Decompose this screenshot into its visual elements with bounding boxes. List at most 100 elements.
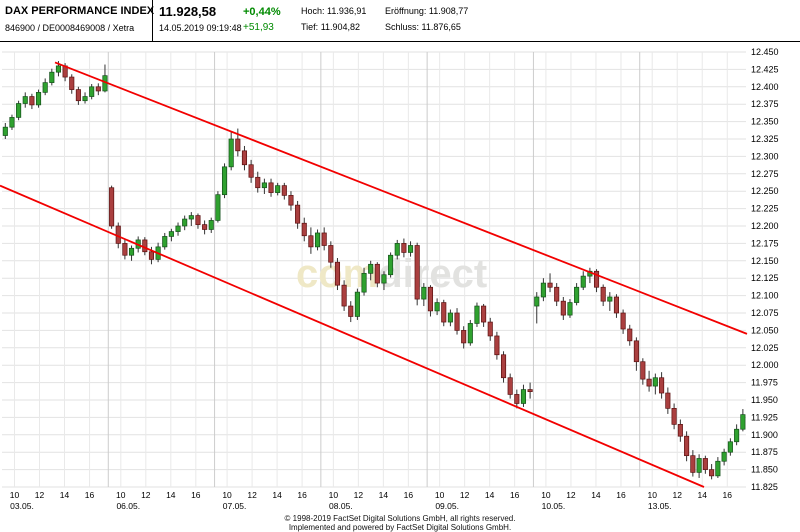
stat-open-value: 11.908,77 [428,6,469,16]
x-axis-time-label: 14 [272,490,282,500]
instrument-name: DAX PERFORMANCE INDEX [5,5,155,17]
candle-down [281,185,287,196]
stat-low-label: Tief: [301,22,319,32]
candle-up [55,65,62,73]
x-axis-date-label: 03.05. [10,501,34,511]
candle-down [690,455,696,473]
stat-high-label: Hoch: [301,6,325,16]
y-axis-label: 12.400 [751,82,779,92]
candle-down [613,296,620,314]
candle-down [268,182,274,193]
candle-down [348,305,354,317]
change-percent: +0,44% [243,6,281,18]
candle-down [620,312,626,330]
y-axis-label: 12.075 [751,308,779,318]
candle-up [361,272,367,293]
x-axis-time-label: 14 [60,490,70,500]
candle-up [35,92,42,106]
x-axis-time-label: 12 [35,490,45,500]
candle-down [248,164,254,178]
candle-up [721,451,727,462]
y-axis-label: 12.050 [751,325,779,335]
candle-down [593,270,600,288]
candle-up [188,215,194,220]
x-axis-date-label: 08.05. [329,501,353,511]
y-axis-label: 11.825 [751,482,778,492]
stat-open-label: Eröffnung: [385,6,427,16]
x-axis-time-label: 10 [329,490,339,500]
candle-down [633,340,639,363]
candle-up [734,428,740,443]
candle-down [414,245,420,300]
candle-up [215,194,221,221]
y-axis-label: 12.150 [751,256,779,266]
candle-up [42,82,48,93]
candle-up [175,225,181,232]
x-axis-time-label: 10 [10,490,20,500]
candlestick-chart: 12.450 12.425 12.400 12.375 12.350 12.325 12.3… [0,47,779,511]
y-axis-label: 11.950 [751,395,778,405]
candle-up [182,218,188,227]
y-axis-label: 12.200 [751,221,779,231]
y-axis-label: 12.350 [751,117,779,127]
candle-down [487,321,493,337]
candle-up [381,274,387,284]
candle-down [374,263,380,284]
candle-up [208,220,214,230]
candle-down [665,392,671,409]
candle-down [195,215,201,225]
y-axis-label: 11.850 [751,465,778,475]
trend-channel-line [54,61,748,335]
candle-down [295,204,301,224]
y-axis-label: 12.225 [751,204,779,214]
candle-up [16,103,22,118]
candle-down [202,224,208,230]
candle-up [228,138,234,168]
y-axis-label: 12.250 [751,186,779,196]
stat-low: Tief: 11.904,82 [301,22,360,32]
candle-up [261,182,267,189]
x-axis-time-label: 12 [460,490,470,500]
y-axis-label: 12.100 [751,291,779,301]
candle-down [427,286,434,312]
candle-up [394,243,400,256]
candle-down [527,389,533,392]
x-axis-time-label: 16 [723,490,733,500]
candle-down [671,408,677,425]
y-axis-label: 12.175 [751,238,779,248]
candle-down [702,458,708,470]
x-axis-time-label: 12 [247,490,257,500]
stat-close-value: 11.876,65 [421,22,461,32]
stat-high-value: 11.936,91 [327,6,367,16]
y-axis-label: 12.275 [751,169,779,179]
y-axis-label: 11.925 [751,412,778,422]
candle-up [715,460,721,477]
candle-up [82,96,88,102]
change-absolute: +51,93 [243,22,274,33]
last-price: 11.928,58 [159,4,217,19]
candle-down [547,282,553,288]
candle-up [49,71,55,83]
trend-channel-line [0,184,705,488]
candle-down [142,239,148,253]
y-axis-label: 12.000 [751,360,779,370]
candle-up [696,458,702,473]
x-axis-time-label: 14 [379,490,389,500]
candle-up [580,275,586,288]
x-axis-time-label: 14 [485,490,495,500]
candle-down [640,361,646,380]
y-axis-label: 12.325 [751,134,779,144]
x-axis-time-label: 10 [435,490,445,500]
candle-up [128,247,135,256]
x-axis-time-label: 14 [591,490,601,500]
x-axis-time-label: 12 [141,490,151,500]
x-axis-time-label: 10 [222,490,232,500]
candle-down [308,235,314,248]
candle-up [567,302,573,316]
candle-down [75,89,81,102]
candle-up [447,312,453,323]
candle-down [341,284,347,307]
x-axis-time-label: 16 [510,490,520,500]
x-axis-time-label: 16 [616,490,626,500]
candle-down [709,469,715,477]
